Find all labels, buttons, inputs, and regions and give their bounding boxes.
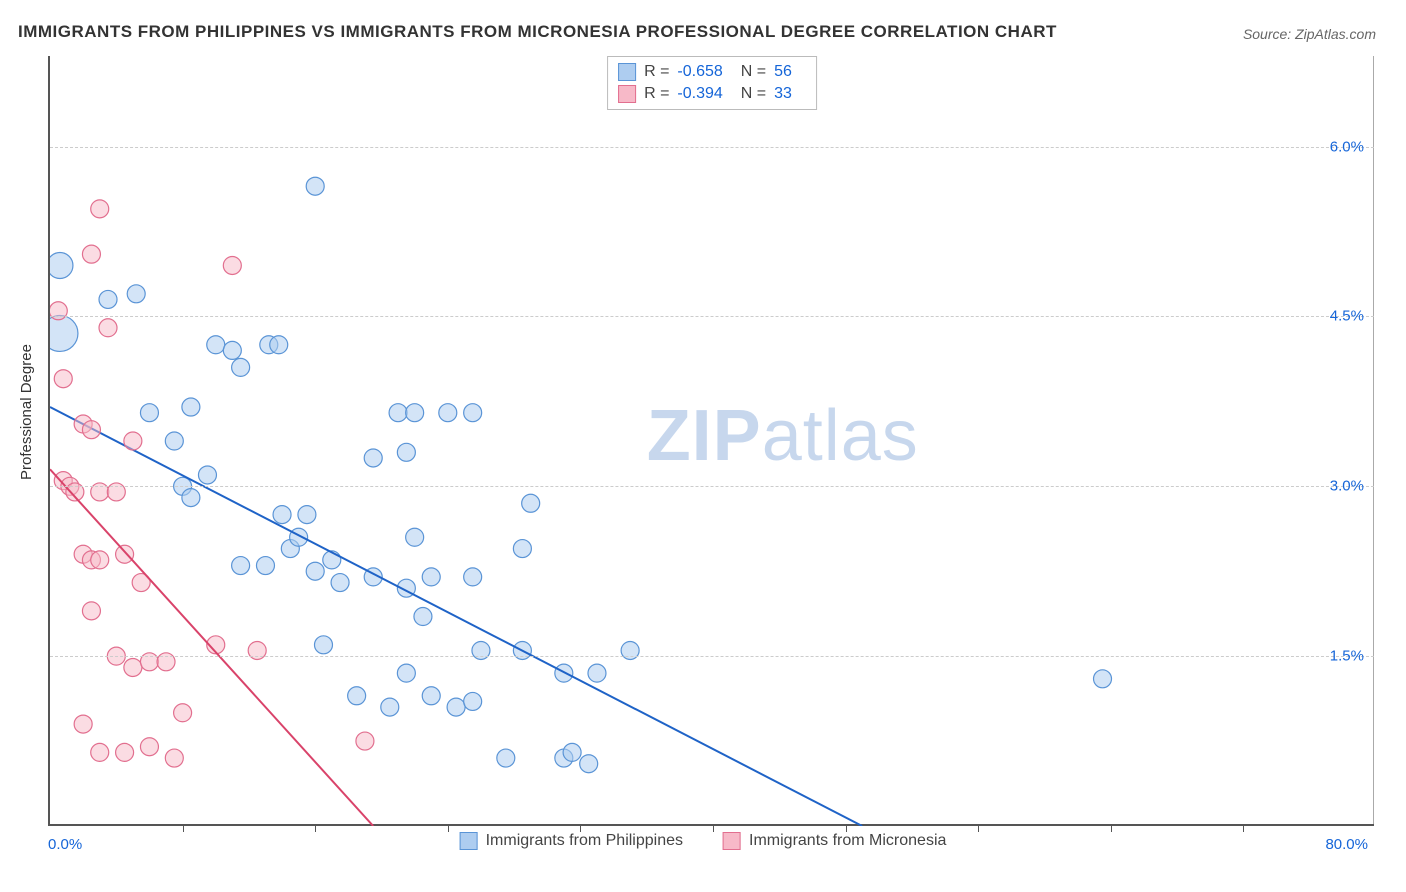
legend-swatch-micronesia bbox=[723, 832, 741, 850]
data-point bbox=[381, 698, 399, 716]
data-point bbox=[165, 432, 183, 450]
data-point bbox=[364, 449, 382, 467]
data-point bbox=[464, 568, 482, 586]
data-point bbox=[198, 466, 216, 484]
data-point bbox=[182, 398, 200, 416]
y-tick-label: 3.0% bbox=[1330, 478, 1364, 495]
data-point bbox=[232, 358, 250, 376]
data-point bbox=[422, 568, 440, 586]
data-point bbox=[273, 506, 291, 524]
data-point bbox=[223, 341, 241, 359]
data-point bbox=[397, 664, 415, 682]
y-tick-label: 1.5% bbox=[1330, 648, 1364, 665]
data-point bbox=[513, 540, 531, 558]
data-point bbox=[439, 404, 457, 422]
data-point bbox=[50, 252, 73, 278]
data-point bbox=[91, 551, 109, 569]
chart-plot-area: R = -0.658 N = 56 R = -0.394 N = 33 ZIPa… bbox=[48, 56, 1374, 826]
data-point bbox=[1094, 670, 1112, 688]
data-point bbox=[563, 743, 581, 761]
gridline bbox=[50, 147, 1374, 148]
legend-item-philippines: Immigrants from Philippines bbox=[460, 832, 683, 850]
data-point bbox=[256, 557, 274, 575]
data-point bbox=[116, 743, 134, 761]
data-point bbox=[356, 732, 374, 750]
data-point bbox=[464, 692, 482, 710]
data-point bbox=[54, 370, 72, 388]
data-point bbox=[580, 755, 598, 773]
data-point bbox=[82, 421, 100, 439]
data-point bbox=[406, 404, 424, 422]
data-point bbox=[331, 574, 349, 592]
y-tick-label: 6.0% bbox=[1330, 138, 1364, 155]
data-point bbox=[82, 602, 100, 620]
data-point bbox=[522, 494, 540, 512]
x-tick bbox=[1243, 824, 1244, 832]
data-point bbox=[397, 443, 415, 461]
data-point bbox=[223, 256, 241, 274]
data-point bbox=[127, 285, 145, 303]
gridline bbox=[50, 656, 1374, 657]
legend-item-micronesia: Immigrants from Micronesia bbox=[723, 832, 946, 850]
data-point bbox=[389, 404, 407, 422]
data-point bbox=[82, 245, 100, 263]
x-tick bbox=[448, 824, 449, 832]
legend-label-philippines: Immigrants from Philippines bbox=[486, 832, 683, 850]
data-point bbox=[91, 743, 109, 761]
data-point bbox=[116, 545, 134, 563]
data-point bbox=[182, 489, 200, 507]
x-tick bbox=[315, 824, 316, 832]
x-min-label: 0.0% bbox=[48, 836, 82, 853]
data-point bbox=[306, 562, 324, 580]
gridline bbox=[50, 486, 1374, 487]
data-point bbox=[588, 664, 606, 682]
source-attribution: Source: ZipAtlas.com bbox=[1243, 26, 1376, 42]
x-tick bbox=[580, 824, 581, 832]
data-point bbox=[140, 738, 158, 756]
data-point bbox=[91, 200, 109, 218]
x-tick bbox=[1111, 824, 1112, 832]
data-point bbox=[323, 551, 341, 569]
data-point bbox=[464, 404, 482, 422]
data-point bbox=[99, 319, 117, 337]
chart-title: IMMIGRANTS FROM PHILIPPINES VS IMMIGRANT… bbox=[18, 22, 1057, 42]
data-point bbox=[447, 698, 465, 716]
data-point bbox=[422, 687, 440, 705]
data-point bbox=[406, 528, 424, 546]
data-point bbox=[124, 432, 142, 450]
x-tick bbox=[183, 824, 184, 832]
data-point bbox=[165, 749, 183, 767]
data-point bbox=[414, 608, 432, 626]
scatter-plot-svg bbox=[50, 56, 1376, 826]
data-point bbox=[140, 404, 158, 422]
y-axis-label: Professional Degree bbox=[18, 344, 35, 480]
y-tick-label: 4.5% bbox=[1330, 308, 1364, 325]
legend: Immigrants from Philippines Immigrants f… bbox=[460, 832, 947, 850]
data-point bbox=[314, 636, 332, 654]
data-point bbox=[174, 704, 192, 722]
gridline bbox=[50, 316, 1374, 317]
x-tick bbox=[846, 824, 847, 832]
data-point bbox=[207, 336, 225, 354]
data-point bbox=[298, 506, 316, 524]
data-point bbox=[306, 177, 324, 195]
data-point bbox=[124, 658, 142, 676]
data-point bbox=[270, 336, 288, 354]
data-point bbox=[99, 290, 117, 308]
legend-label-micronesia: Immigrants from Micronesia bbox=[749, 832, 946, 850]
data-point bbox=[74, 715, 92, 733]
data-point bbox=[348, 687, 366, 705]
x-max-label: 80.0% bbox=[1325, 836, 1368, 853]
x-tick bbox=[978, 824, 979, 832]
data-point bbox=[232, 557, 250, 575]
x-tick bbox=[713, 824, 714, 832]
data-point bbox=[497, 749, 515, 767]
data-point bbox=[50, 315, 78, 351]
legend-swatch-philippines bbox=[460, 832, 478, 850]
